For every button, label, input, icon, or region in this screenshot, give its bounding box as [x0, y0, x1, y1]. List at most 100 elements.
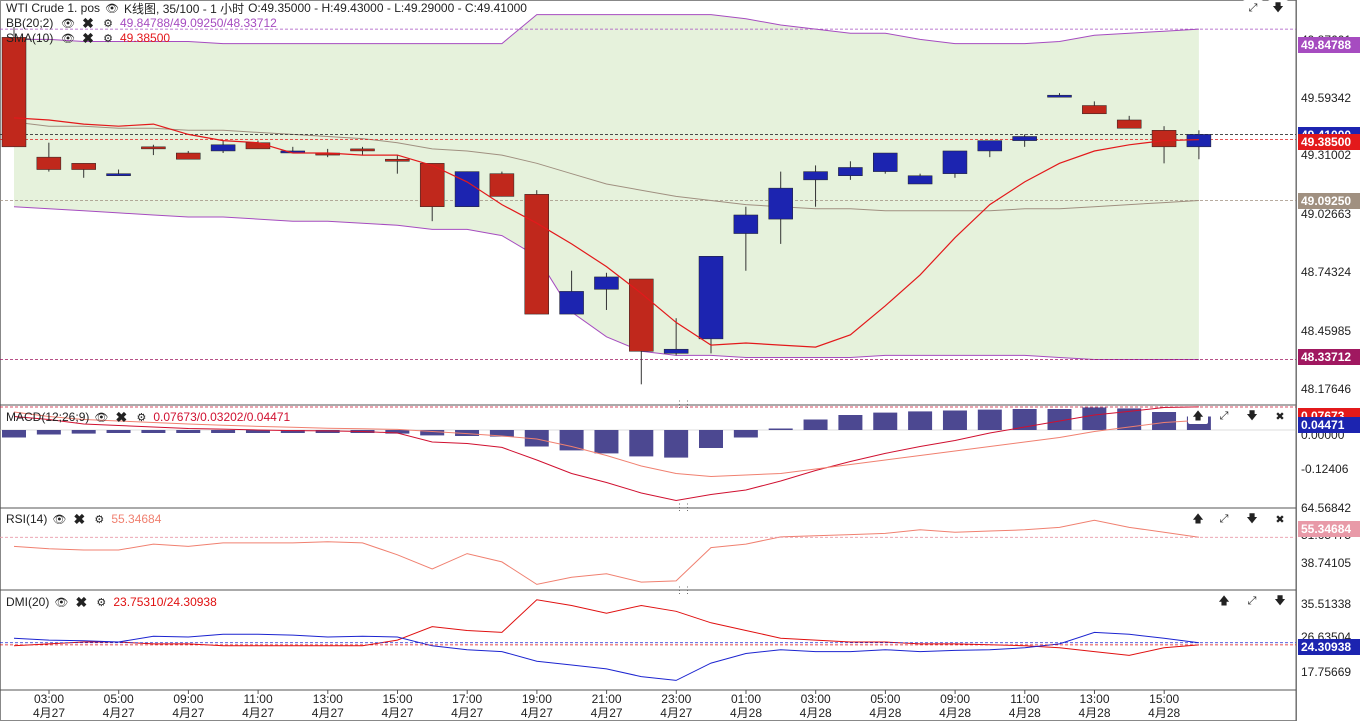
candle-body: [176, 152, 201, 160]
x-tick-date: 4月28: [1148, 706, 1181, 720]
macd-histogram-bar: [1117, 408, 1142, 430]
sma-legend: SMA(10) 👁 ✖ ⚙ 49.38500: [6, 30, 170, 46]
candle-body: [71, 163, 96, 170]
ohlc-readout: O:49.35000 - H:49.43000 - L:49.29000 - C…: [248, 1, 527, 15]
x-tick-date: 4月27: [32, 706, 66, 720]
x-tick-date: 4月27: [451, 706, 484, 720]
y-tick-label: 17.75669: [1301, 665, 1352, 679]
x-tick-time: 17:00: [452, 692, 483, 706]
x-tick-date: 4月28: [1078, 706, 1111, 720]
macd-histogram-bar: [908, 411, 933, 430]
x-tick-label: 15:00 4月27: [373, 692, 423, 720]
close-icon[interactable]: ✖: [75, 593, 88, 610]
candle-body: [524, 194, 549, 315]
macd-histogram-bar: [664, 430, 689, 458]
x-tick-time: 11:00: [1010, 692, 1040, 706]
x-tick-label: 13:00 4月28: [1070, 692, 1120, 720]
drag-handle[interactable]: ⋮⋮: [675, 585, 692, 595]
eye-icon[interactable]: 👁: [61, 32, 75, 45]
macd-histogram-bar: [1152, 412, 1177, 430]
dmi-label: DMI(20): [6, 595, 50, 609]
candle-body: [1, 37, 27, 148]
arrow-down-icon[interactable]: 🡇: [1270, 593, 1290, 609]
eye-icon[interactable]: 👁: [94, 411, 109, 424]
gear-icon[interactable]: ⚙: [96, 596, 107, 609]
candle-body: [454, 171, 480, 207]
gear-icon[interactable]: ⚙: [103, 32, 113, 45]
x-tick-date: 4月27: [381, 706, 414, 720]
bb-mid-tag: 49.09250: [1298, 193, 1360, 209]
bb-mid-line: [13, 121, 1199, 212]
x-tick-label: 03:00 4月28: [791, 692, 841, 720]
macd-histogram-bar: [629, 430, 654, 457]
candle-body: [803, 171, 828, 181]
arrow-down-icon[interactable]: 🡇: [1242, 511, 1262, 527]
macd-values: 0.07673/0.03202/0.04471: [153, 410, 291, 424]
close-icon[interactable]: ✖: [115, 408, 128, 425]
x-tick-label: 11:00 4月27: [233, 692, 283, 720]
bb-values: 49.84788/49.09250/48.33712: [120, 16, 277, 30]
y-tick-label: 48.74324: [1301, 265, 1352, 279]
x-tick-time: 23:00: [661, 692, 692, 706]
y-tick-label: 48.45985: [1301, 324, 1352, 338]
x-tick-date: 4月27: [520, 706, 553, 720]
close-panel-icon[interactable]: ✖: [1270, 511, 1290, 527]
macd-histogram-bar: [245, 430, 270, 433]
macd-histogram-bar: [873, 412, 898, 430]
eye-icon[interactable]: 👁: [54, 596, 69, 609]
sma-label: SMA(10): [6, 31, 54, 45]
sma-value: 49.38500: [120, 31, 171, 45]
candle-body: [350, 148, 375, 152]
macd-histogram-bar: [315, 430, 340, 433]
drag-handle[interactable]: ⋮⋮: [675, 399, 692, 409]
candle-body: [907, 175, 933, 185]
x-tick-label: 01:00 4月28: [721, 692, 771, 720]
close-icon[interactable]: ✖: [73, 510, 86, 527]
drag-handle[interactable]: ⋮⋮: [675, 502, 692, 512]
x-tick-time: 09:00: [940, 692, 971, 706]
close-panel-icon[interactable]: ✖: [1270, 408, 1290, 424]
gear-icon[interactable]: ⚙: [94, 513, 105, 526]
main-legend: WTI Crude 1. pos 👁 K线图, 35/100 - 1 小时 O:…: [6, 0, 527, 16]
arrow-up-icon[interactable]: 🡅: [1188, 408, 1208, 424]
x-tick-label: 05:00 4月28: [860, 692, 910, 720]
arrow-down-icon[interactable]: 🡇: [1242, 408, 1262, 424]
eye-icon[interactable]: 👁: [61, 17, 75, 30]
candle-body: [663, 348, 689, 354]
candle-body: [106, 173, 131, 176]
x-tick-time: 19:00: [521, 692, 552, 706]
x-tick-label: 23:00 4月27: [651, 692, 701, 720]
macd-histogram-bar: [594, 430, 619, 454]
dmi-minus-line: [13, 631, 1199, 681]
maximize-icon[interactable]: ⤢: [1243, 0, 1263, 16]
y-tick-label: 48.17646: [1301, 382, 1352, 396]
macd-histogram-bar: [942, 410, 967, 430]
bollinger-band-fill: [14, 14, 1199, 360]
arrow-up-icon[interactable]: 🡅: [1188, 511, 1208, 527]
x-tick-date: 4月28: [869, 706, 902, 720]
candle-body: [977, 140, 1003, 152]
arrow-down-icon[interactable]: 🡇: [1268, 0, 1288, 16]
maximize-icon[interactable]: ⤢: [1214, 511, 1234, 527]
x-tick-label: 21:00 4月27: [582, 692, 632, 720]
x-tick-date: 4月28: [799, 706, 832, 720]
dmi-plus-value: 23.75310/24.30938: [113, 595, 217, 609]
gear-icon[interactable]: ⚙: [103, 17, 113, 30]
macd-hist-tag: 0.04471: [1298, 417, 1360, 433]
y-tick-label: 49.02663: [1301, 207, 1352, 221]
eye-icon[interactable]: 👁: [105, 2, 120, 15]
bb-lower-tag: 48.33712: [1298, 349, 1360, 365]
macd-histogram-bar: [1082, 407, 1107, 430]
eye-icon[interactable]: 👁: [52, 513, 67, 526]
close-icon[interactable]: ✖: [82, 14, 94, 31]
maximize-icon[interactable]: ⤢: [1242, 593, 1262, 609]
rsi-legend: RSI(14) 👁 ✖ ⚙ 55.34684: [6, 511, 161, 527]
x-tick-label: 09:00 4月27: [163, 692, 213, 720]
x-tick-time: 01:00: [730, 692, 762, 706]
maximize-icon[interactable]: ⤢: [1214, 408, 1234, 424]
bb-legend: BB(20;2) 👁 ✖ ⚙ 49.84788/49.09250/48.3371…: [6, 15, 277, 31]
close-icon[interactable]: ✖: [82, 29, 94, 46]
gear-icon[interactable]: ⚙: [136, 411, 147, 424]
arrow-up-icon[interactable]: 🡅: [1214, 593, 1234, 609]
macd-histogram-bar: [838, 415, 863, 430]
